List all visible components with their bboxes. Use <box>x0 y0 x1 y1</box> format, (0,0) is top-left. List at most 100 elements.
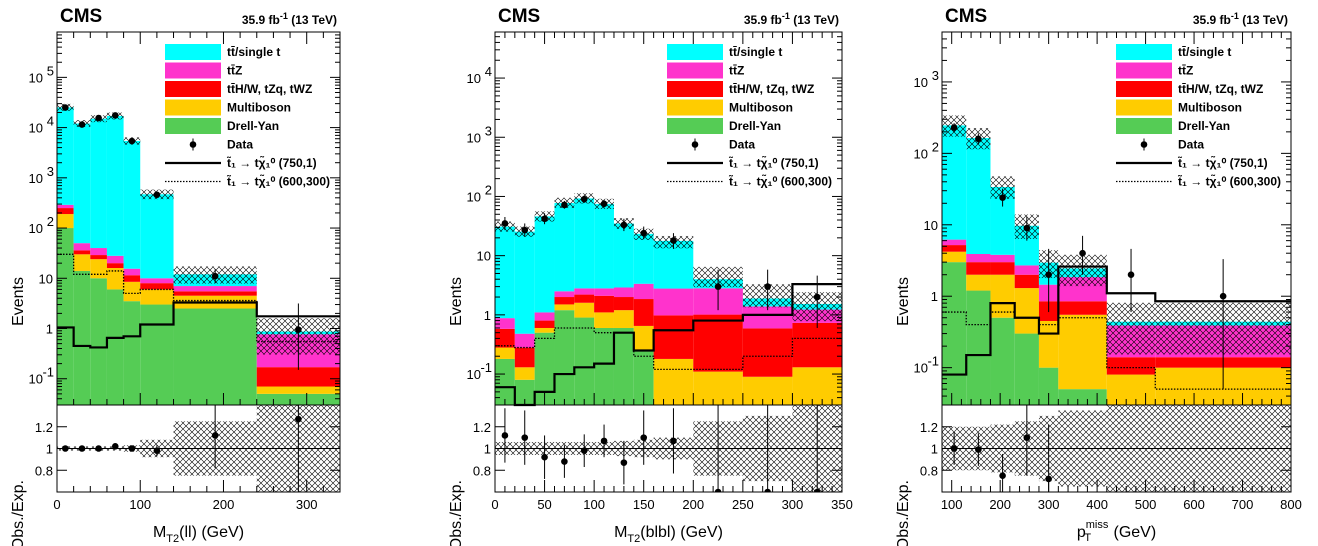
x-tick-label: 350 <box>831 497 853 512</box>
bar-multiboson <box>534 327 555 333</box>
bar-multiboson <box>90 259 107 279</box>
bar-tt-single-t <box>73 123 91 244</box>
bar-tth-w-tzq-twz <box>173 291 257 296</box>
data-point <box>128 137 136 145</box>
x-tick-label: 700 <box>1232 497 1254 512</box>
legend: tt̄/single t tt̄Z tt̄H/W, tZq, tWZ Multibos… <box>165 44 330 189</box>
energy-label: (13 TeV) <box>790 13 839 27</box>
bar-tt-single-t <box>942 125 967 240</box>
bar-drell-yan <box>57 228 74 405</box>
ratio-point <box>1023 434 1031 441</box>
ratio-point <box>95 445 102 452</box>
bar-tth-w-tzq-twz <box>653 315 694 359</box>
y-tick-label: 10 <box>924 218 938 233</box>
y-tick-label: 10 <box>29 121 43 136</box>
bar-ttz <box>613 287 634 298</box>
bar-tth-w-tzq-twz <box>574 294 595 303</box>
bar-tth-w-tzq-twz <box>966 262 991 275</box>
bar-tth-w-tzq-twz <box>1106 357 1156 375</box>
ratio-tick-label: 1 <box>931 442 938 457</box>
data-point <box>950 124 958 131</box>
legend-swatch-tth <box>1116 81 1172 97</box>
bar-tt-single-t <box>106 115 124 256</box>
x-axis-label-rest: (ll) (GeV) <box>179 524 244 541</box>
lumi-value: 35.9 fb <box>242 13 280 27</box>
legend-label-dy: Drell-Yan <box>227 119 279 133</box>
x-tick-label: 200 <box>989 497 1011 512</box>
y-tick-exponent: 2 <box>485 182 492 197</box>
bar-multiboson <box>554 304 575 311</box>
bar-ttz <box>653 288 694 316</box>
ratio-point <box>541 453 548 461</box>
bar-drell-yan <box>633 350 654 405</box>
cms-label: CMS <box>60 6 102 27</box>
x-tick-label: 50 <box>537 497 551 512</box>
x-tick-label: 0 <box>53 497 60 512</box>
ratio-point <box>295 415 302 423</box>
y-tick-exponent: 2 <box>932 139 939 154</box>
legend-label-ttz: tt̄Z <box>227 64 242 78</box>
ratio-point <box>670 437 677 445</box>
bar-ttz <box>57 204 74 209</box>
legend-swatch-tt <box>165 44 221 60</box>
data-point <box>1023 224 1031 232</box>
y-axis-label: Events <box>10 277 27 326</box>
legend-swatch-mb <box>667 99 723 116</box>
ratio-tick-label: 0.8 <box>920 463 938 478</box>
x-tick-label: 100 <box>941 497 963 512</box>
legend-swatch-mb <box>1116 99 1172 116</box>
y-tick-label: 1 <box>46 322 53 337</box>
legend-label-mb: Multiboson <box>227 101 291 115</box>
bar-tth-w-tzq-twz <box>792 322 842 368</box>
ratio-point <box>640 434 648 441</box>
signal-600-300-line <box>57 253 340 343</box>
data-point <box>714 283 722 290</box>
y-tick-exponent: 3 <box>47 164 54 179</box>
bar-tt-single-t <box>534 216 555 313</box>
data-point <box>1127 271 1135 279</box>
bar-tth-w-tzq-twz <box>942 245 967 252</box>
y-tick-label: 10 <box>914 146 928 161</box>
bar-tth-w-tzq-twz <box>594 295 614 313</box>
bar-drell-yan <box>554 310 575 405</box>
bar-tth-w-tzq-twz <box>256 367 340 387</box>
y-tick-exponent: -1 <box>42 365 54 380</box>
bar-multiboson <box>653 358 694 405</box>
bar-drell-yan <box>256 393 340 405</box>
bar-multiboson <box>1058 314 1107 390</box>
y-axis-label: Events <box>448 277 465 326</box>
x-tick-label: 150 <box>633 497 655 512</box>
bar-tt-single-t <box>123 140 141 269</box>
bar-drell-yan <box>574 317 595 405</box>
y-tick-exponent: 3 <box>485 123 492 138</box>
bar-multiboson <box>123 281 141 302</box>
data-point <box>62 104 69 111</box>
legend-swatch-ttz <box>667 62 723 79</box>
data-point <box>600 200 608 208</box>
legend-swatch-tth <box>165 81 221 97</box>
energy-label: (13 TeV) <box>288 13 337 27</box>
lumi-exponent: -1 <box>280 11 288 21</box>
data-point <box>999 194 1006 201</box>
legend-label-mb: Multiboson <box>729 101 793 115</box>
lumi-value: 35.9 fb <box>744 13 782 27</box>
data-point <box>1219 292 1227 300</box>
ratio-point <box>128 445 136 452</box>
y-tick-exponent: 2 <box>47 214 54 229</box>
x-tick-label: 200 <box>213 497 235 512</box>
ratio-tick-label: 0.8 <box>473 463 491 478</box>
bar-multiboson <box>633 325 654 351</box>
lumi-label: 35.9 fb-1 (13 TeV) <box>744 11 839 27</box>
legend-label-sig2: t̃₁ → tχ̃₁⁰ (600,300) <box>226 174 330 189</box>
y-tick-label: 10 <box>29 70 43 85</box>
x-axis-label-rest: (blbl) (GeV) <box>640 524 723 541</box>
bar-ttz <box>173 286 257 292</box>
data-point <box>580 195 588 203</box>
y-tick-exponent: -1 <box>927 354 939 369</box>
bar-multiboson <box>140 289 174 305</box>
x-axis-label-sub: T2 <box>166 533 179 545</box>
legend-swatch-tt <box>667 44 723 60</box>
data-point <box>295 326 302 333</box>
legend-label-tt: tt̄/single t <box>729 45 782 59</box>
